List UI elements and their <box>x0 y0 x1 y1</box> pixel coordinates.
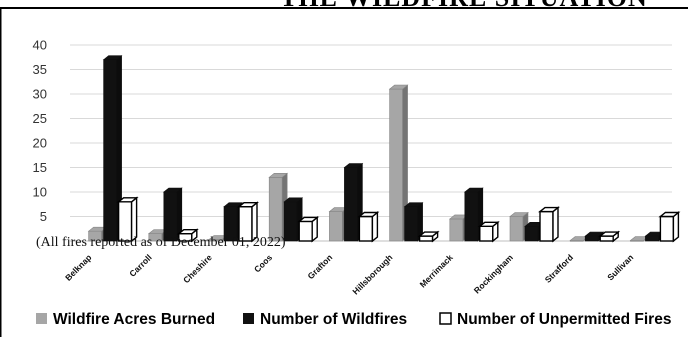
bar <box>658 211 681 243</box>
category-label: Carroll <box>127 252 153 278</box>
bar-front <box>539 210 554 242</box>
bar-top <box>297 216 320 223</box>
legend-item: Number of Wildfires <box>243 311 407 328</box>
y-tick-label: 25 <box>33 111 47 126</box>
bar-front <box>509 216 524 242</box>
bar-top <box>283 197 304 203</box>
y-tick-label: 30 <box>33 87 47 102</box>
category-label: Merrimack <box>418 252 455 289</box>
category-label: Sullivan <box>605 252 635 282</box>
category-label: Hillsborough <box>350 252 394 296</box>
bar-top <box>343 163 364 168</box>
bar-front <box>389 88 403 242</box>
bar-front <box>449 218 464 242</box>
y-tick-label: 10 <box>33 185 47 200</box>
category-label: Rockingham <box>472 252 515 295</box>
bar-front <box>103 59 117 242</box>
bar-top <box>357 211 380 218</box>
legend-item: Wildfire Acres Burned <box>36 311 215 328</box>
bar-top <box>102 55 123 61</box>
header-text: THE WILDFIRE SITUATION <box>280 0 688 13</box>
bar-top <box>403 202 424 207</box>
bar-front <box>584 235 599 242</box>
category-label: Cheshire <box>181 252 214 285</box>
bar <box>598 230 621 243</box>
legend-label: Number of Unpermitted Fires <box>457 311 671 328</box>
bar <box>463 187 484 242</box>
bar <box>357 211 380 243</box>
bar-front <box>329 211 343 242</box>
bar-top <box>584 231 605 237</box>
bar-front <box>283 201 298 242</box>
bar-front <box>659 215 675 242</box>
bar-front <box>645 235 659 242</box>
bar-front <box>464 191 479 242</box>
bar-top <box>162 187 183 193</box>
category-label: Coos <box>252 252 274 274</box>
bar-front <box>344 167 358 242</box>
legend-swatch <box>36 313 47 324</box>
bar-top <box>598 231 621 237</box>
category-label: Belknap <box>63 252 93 282</box>
bar-front <box>524 226 539 242</box>
bar <box>237 201 259 243</box>
bar <box>403 202 424 242</box>
y-tick-label: 5 <box>40 209 47 224</box>
legend-swatch <box>243 313 254 324</box>
bar-front <box>404 206 418 242</box>
bar <box>162 187 183 242</box>
bar-top <box>477 221 500 228</box>
bar-top <box>116 197 139 203</box>
bar-side <box>552 206 559 243</box>
legend-label: Number of Wildfires <box>260 311 407 328</box>
bar-front <box>298 220 313 242</box>
bar-front <box>358 215 374 242</box>
bar <box>538 206 560 243</box>
bar-front <box>479 225 494 242</box>
bar <box>176 228 199 243</box>
bar-top <box>509 212 529 217</box>
bar-front <box>163 191 178 242</box>
bar-front <box>268 177 283 242</box>
bar-front <box>418 235 434 242</box>
y-tick-label: 35 <box>33 62 47 77</box>
bar-top <box>237 201 259 208</box>
legend-label: Wildfire Acres Burned <box>53 311 215 328</box>
category-label: Grafton <box>306 252 335 281</box>
y-tick-label: 40 <box>33 38 47 53</box>
y-tick-label: 15 <box>33 160 47 175</box>
category-label: Strafford <box>543 252 575 284</box>
note-text: (All fires reported as of December 01, 2… <box>36 235 286 250</box>
bar-top <box>176 228 199 235</box>
bar <box>116 196 139 243</box>
bar <box>388 84 409 242</box>
legend-swatch <box>439 312 452 325</box>
bar-top <box>658 211 681 218</box>
y-tick-label: 20 <box>33 136 47 151</box>
bar-top <box>223 202 243 207</box>
bar-top <box>417 231 440 237</box>
bar <box>477 220 500 243</box>
bar-top <box>388 84 409 90</box>
bar <box>584 231 605 242</box>
bar-front <box>599 235 614 242</box>
bar <box>417 230 440 243</box>
bar <box>297 215 320 243</box>
bar-top <box>538 206 560 213</box>
legend-item: Number of Unpermitted Fires <box>439 311 671 328</box>
bar-top <box>463 187 484 193</box>
bar-top <box>268 173 289 178</box>
